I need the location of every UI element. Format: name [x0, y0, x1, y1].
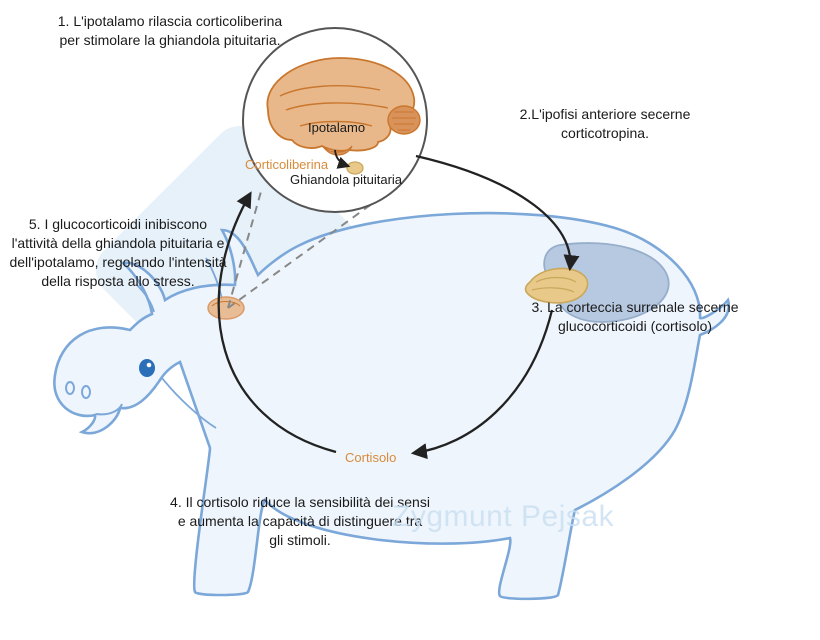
- watermark-text: Zygmunt Pejsak: [392, 500, 614, 534]
- step-4-text: 4. Il cortisolo riduce la sensibilità de…: [170, 493, 430, 550]
- step-3-text: 3. La corteccia surrenale secerne glucoc…: [520, 298, 750, 336]
- label-pituitary: Ghiandola pituitaria: [290, 172, 402, 187]
- step-5-text: 5. I glucocorticoidi inibiscono l'attivi…: [8, 215, 228, 291]
- step-2-text: 2.L'ipofisi anteriore secerne corticotro…: [500, 105, 710, 143]
- label-hypothalamus: Ipotalamo: [308, 120, 365, 135]
- step-1-text: 1. L'ipotalamo rilascia corticoliberina …: [55, 12, 285, 50]
- label-corticoliberina: Corticoliberina: [245, 157, 328, 172]
- label-cortisolo: Cortisolo: [345, 450, 396, 465]
